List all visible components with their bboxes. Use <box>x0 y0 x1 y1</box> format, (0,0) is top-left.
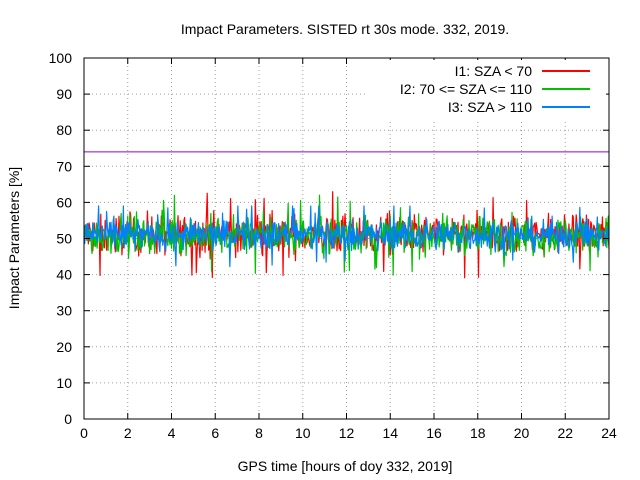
y-tick-label: 30 <box>56 303 72 319</box>
chart-title: Impact Parameters. SISTED rt 30s mode. 3… <box>181 21 509 37</box>
y-axis-label: Impact Parameters [%] <box>6 167 22 309</box>
series-line-i2 <box>83 194 610 276</box>
y-tick-label: 100 <box>49 50 73 66</box>
x-tick-label: 24 <box>601 425 617 441</box>
x-tick-label: 18 <box>470 425 486 441</box>
axis-ticks: 0 2 4 6 8 10 12 14 16 18 20 22 240102030405060708090… <box>49 50 617 441</box>
series-layer <box>83 191 610 279</box>
x-tick-label: 0 <box>80 425 88 441</box>
y-tick-label: 50 <box>56 231 72 247</box>
y-tick-label: 10 <box>56 375 72 391</box>
x-tick-label: 2 <box>124 425 132 441</box>
x-tick-label: 12 <box>339 425 355 441</box>
legend-label-i1: I1: SZA < 70 <box>455 63 533 79</box>
x-tick-label: 22 <box>557 425 573 441</box>
x-tick-label: 4 <box>168 425 176 441</box>
y-tick-label: 90 <box>56 86 72 102</box>
x-tick-label: 20 <box>514 425 530 441</box>
legend: I1: SZA < 70 I2: 70 <= SZA <= 110 I3: SZ… <box>366 60 606 120</box>
y-tick-label: 80 <box>56 122 72 138</box>
y-tick-label: 70 <box>56 158 72 174</box>
y-tick-label: 20 <box>56 339 72 355</box>
y-tick-label: 40 <box>56 267 72 283</box>
x-axis-label: GPS time [hours of doy 332, 2019] <box>238 458 453 474</box>
legend-label-i3: I3: SZA > 110 <box>448 99 532 115</box>
x-tick-label: 8 <box>255 425 263 441</box>
x-tick-label: 10 <box>295 425 311 441</box>
y-tick-label: 0 <box>64 411 72 427</box>
y-tick-label: 60 <box>56 194 72 210</box>
x-tick-label: 6 <box>211 425 219 441</box>
legend-label-i2: I2: 70 <= SZA <= 110 <box>400 81 532 97</box>
series-line-i3 <box>83 205 610 268</box>
x-tick-label: 16 <box>426 425 442 441</box>
x-tick-label: 14 <box>382 425 398 441</box>
